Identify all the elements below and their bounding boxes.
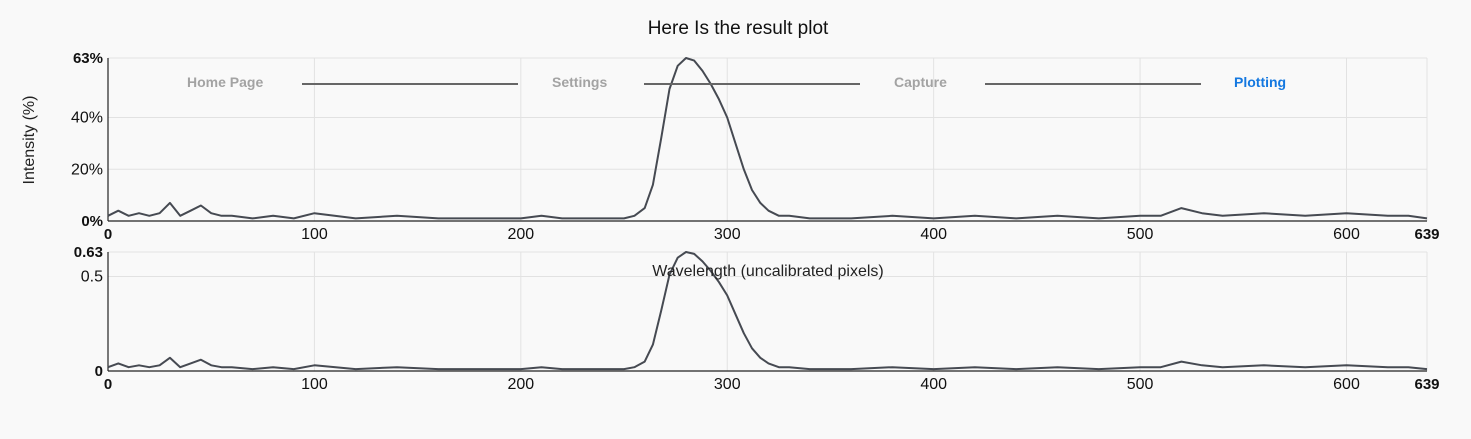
wavelength-chart: 0 100 200 300 400 500 600 639 0 0.5 0.63 Wavelengt… — [74, 244, 1440, 393]
y-tick-label: 20% — [71, 161, 103, 178]
x-tick-label: 600 — [1333, 376, 1360, 393]
nav-step-capture[interactable]: Capture — [894, 74, 947, 90]
y-tick-label: 0% — [81, 213, 103, 230]
x-tick-label: 100 — [301, 226, 328, 243]
x-tick-label: 500 — [1127, 226, 1154, 243]
wavelength-axes — [107, 252, 1427, 372]
y-tick-label: 63% — [73, 50, 103, 67]
nav-connector — [644, 83, 860, 85]
x-tick-label: 100 — [301, 376, 328, 393]
x-tick-label: 200 — [507, 226, 534, 243]
nav-step-home-page[interactable]: Home Page — [187, 74, 264, 90]
x-tick-label: 0 — [104, 376, 112, 393]
x-tick-label: 500 — [1127, 376, 1154, 393]
step-navigation: Home Page Settings Capture Plotting — [0, 74, 1471, 94]
wavelength-series-line — [107, 251, 1428, 371]
x-tick-label: 200 — [507, 376, 534, 393]
nav-step-settings[interactable]: Settings — [552, 74, 608, 90]
x-axis-label: Wavelength (uncalibrated pixels) — [652, 263, 884, 280]
intensity-axes — [107, 58, 1427, 222]
y-tick-label: 0.63 — [74, 244, 103, 261]
wavelength-tick-labels: 0 100 200 300 400 500 600 639 0 0.5 0.63 — [74, 244, 1440, 393]
intensity-series-line — [107, 57, 1428, 220]
x-tick-label: 400 — [920, 226, 947, 243]
x-tick-label: 600 — [1333, 226, 1360, 243]
plot-title: Here Is the result plot — [648, 18, 829, 39]
nav-step-plotting[interactable]: Plotting — [1234, 74, 1287, 90]
intensity-grid — [108, 57, 1428, 221]
nav-connector — [985, 83, 1201, 85]
y-tick-label: 0 — [95, 363, 103, 380]
wavelength-grid — [108, 251, 1428, 371]
x-tick-label: 400 — [920, 376, 947, 393]
x-tick-label: 639 — [1414, 226, 1439, 243]
x-tick-label: 300 — [714, 376, 741, 393]
x-tick-label: 300 — [714, 226, 741, 243]
intensity-chart: 0 100 200 300 400 500 600 639 0% 20% 40% 63% Intens… — [21, 50, 1440, 243]
intensity-tick-labels: 0 100 200 300 400 500 600 639 0% 20% 40% 63% — [71, 50, 1440, 243]
y-tick-label: 0.5 — [81, 269, 103, 286]
y-axis-label: Intensity (%) — [21, 96, 38, 185]
nav-connector — [302, 83, 518, 85]
y-tick-label: 40% — [71, 110, 103, 127]
x-tick-label: 639 — [1414, 376, 1439, 393]
x-tick-label: 0 — [104, 226, 112, 243]
